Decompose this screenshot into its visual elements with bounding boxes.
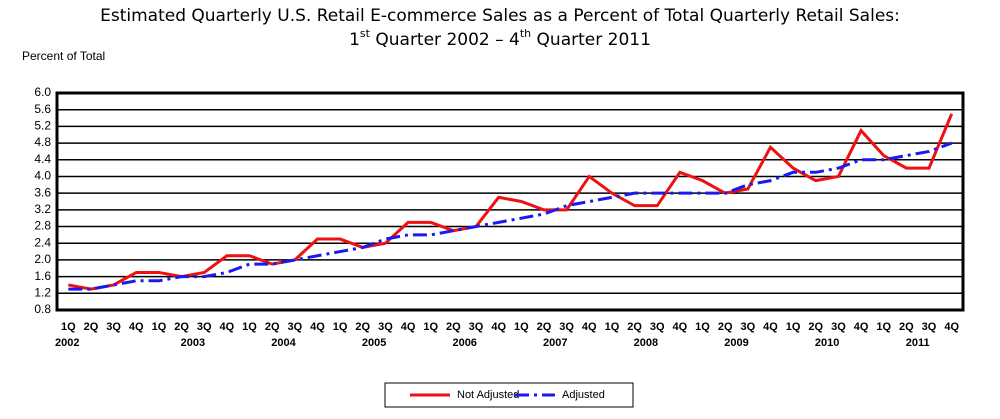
legend-label: Adjusted [562, 389, 605, 401]
y-tick-label: 4.4 [34, 152, 51, 166]
x-tick-label: 4Q [129, 321, 144, 333]
y-tick-label: 2.0 [34, 252, 51, 266]
chart-subtitle: 1st Quarter 2002 – 4th Quarter 2011 [349, 27, 651, 51]
y-tick-label: 5.2 [34, 119, 51, 133]
x-group-label: 2010 [815, 337, 839, 349]
x-tick-label: 2Q [537, 321, 552, 333]
series-line [68, 113, 954, 291]
y-tick-label: 0.8 [34, 302, 51, 316]
x-tick-label: 3Q [831, 321, 846, 333]
x-tick-label: 3Q [650, 321, 665, 333]
x-group-label: 2002 [55, 337, 79, 349]
subtitle-part: 1 [349, 30, 360, 50]
y-tick-label: 3.2 [34, 202, 51, 216]
y-tick-label: 4.0 [34, 169, 51, 183]
x-tick-label: 3Q [106, 321, 121, 333]
y-tick-label: 1.6 [34, 269, 51, 283]
x-group-label: 2008 [634, 337, 658, 349]
y-tick-label: 3.6 [34, 185, 51, 199]
x-tick-label: 1Q [333, 321, 348, 333]
y-tick-label: 2.8 [34, 219, 51, 233]
chart-title: Estimated Quarterly U.S. Retail E-commer… [100, 6, 900, 26]
y-tick-label: 2.4 [34, 235, 51, 249]
x-group-label: 2007 [543, 337, 567, 349]
x-tick-label: 4Q [401, 321, 416, 333]
x-tick-label: 3Q [559, 321, 574, 333]
x-tick-label: 1Q [514, 321, 529, 333]
x-tick-label: 2Q [718, 321, 733, 333]
x-tick-label: 1Q [423, 321, 438, 333]
x-tick-label: 4Q [582, 321, 597, 333]
x-tick-label: 2Q [355, 321, 370, 333]
x-group-label: 2011 [906, 337, 930, 349]
x-tick-label: 3Q [378, 321, 393, 333]
x-tick-label: 4Q [944, 321, 959, 333]
x-tick-label: 4Q [491, 321, 506, 333]
subtitle-part: Quarter 2011 [531, 30, 651, 50]
subtitle-part: Quarter 2002 – 4 [370, 30, 520, 50]
x-tick-label: 1Q [61, 321, 76, 333]
x-tick-label: 4Q [854, 321, 869, 333]
x-tick-label: 3Q [287, 321, 302, 333]
y-tick-label: 5.6 [34, 102, 51, 116]
x-group-label: 2009 [724, 337, 748, 349]
y-tick-label: 4.8 [34, 135, 51, 149]
x-tick-label: 2Q [627, 321, 642, 333]
x-tick-label: 1Q [152, 321, 167, 333]
y-tick-label: 6.0 [34, 85, 51, 99]
legend-label: Not Adjusted [457, 389, 519, 401]
x-tick-label: 4Q [220, 321, 235, 333]
x-tick-label: 3Q [740, 321, 755, 333]
x-tick-label: 2Q [446, 321, 461, 333]
x-tick-label: 2Q [174, 321, 189, 333]
x-tick-label: 1Q [786, 321, 801, 333]
x-group-label: 2004 [271, 337, 296, 349]
x-tick-label: 2Q [808, 321, 823, 333]
y-axis-label: Percent of Total [22, 49, 105, 63]
x-group-label: 2005 [362, 337, 386, 349]
x-group-label: 2006 [452, 337, 476, 349]
x-group-label: 2003 [181, 337, 205, 349]
x-tick-label: 3Q [922, 321, 937, 333]
x-tick-label: 3Q [469, 321, 484, 333]
x-tick-label: 4Q [310, 321, 325, 333]
x-tick-label: 4Q [673, 321, 688, 333]
x-tick-label: 4Q [763, 321, 778, 333]
x-tick-label: 1Q [695, 321, 710, 333]
x-tick-label: 1Q [605, 321, 620, 333]
series-line [68, 141, 953, 291]
x-tick-label: 3Q [197, 321, 212, 333]
x-tick-label: 2Q [265, 321, 280, 333]
y-tick-label: 1.2 [34, 285, 51, 299]
subtitle-part: st [360, 27, 371, 40]
x-tick-label: 2Q [899, 321, 914, 333]
x-tick-label: 1Q [876, 321, 891, 333]
subtitle-part: th [520, 27, 531, 40]
x-tick-label: 1Q [242, 321, 257, 333]
plot-border [55, 91, 965, 312]
x-tick-label: 2Q [84, 321, 99, 333]
